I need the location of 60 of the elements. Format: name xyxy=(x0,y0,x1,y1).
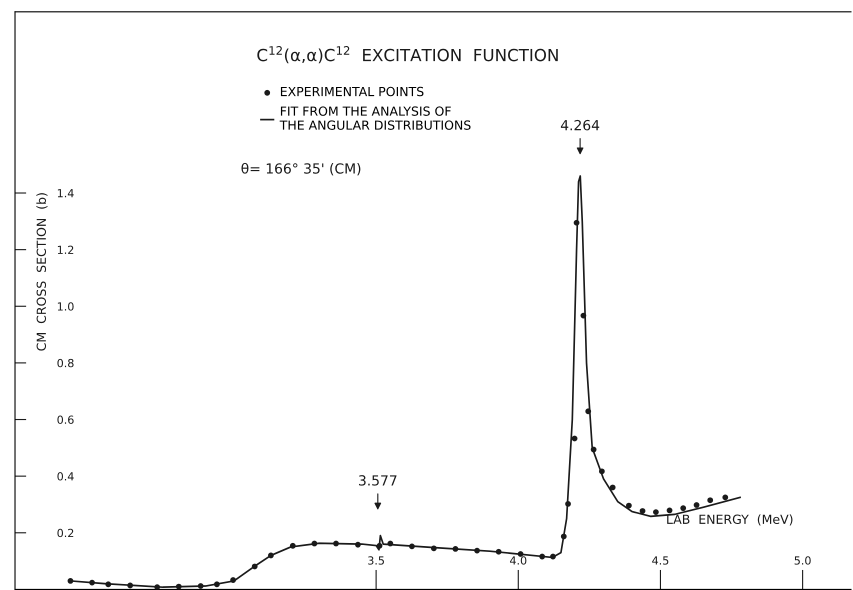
point xyxy=(722,494,728,500)
annotation: θ= 166° 35' (CM) xyxy=(241,162,360,176)
y-tick-label: 1.2 xyxy=(58,246,74,254)
point xyxy=(333,540,339,546)
point xyxy=(610,484,616,490)
point xyxy=(176,584,182,590)
point xyxy=(474,548,480,554)
point xyxy=(268,552,274,558)
y-tick-label: 0.2 xyxy=(57,528,74,538)
point xyxy=(653,509,659,516)
point xyxy=(565,501,571,507)
point xyxy=(496,548,502,555)
point xyxy=(430,545,437,552)
x-tick-label: 3.5 xyxy=(368,556,384,565)
y-tick-label: 1.4 xyxy=(58,189,74,198)
point xyxy=(560,534,567,540)
point xyxy=(707,497,714,504)
point xyxy=(666,508,672,514)
point xyxy=(312,540,318,546)
point xyxy=(127,582,134,588)
x-tick-label: 5.0 xyxy=(794,556,811,565)
annotation: 4.264 xyxy=(560,120,600,130)
point xyxy=(640,508,646,514)
point xyxy=(452,546,458,552)
annotation: 3.577 xyxy=(358,475,397,486)
y-axis-title: CM CROSS SECTION (b) xyxy=(36,193,48,351)
point xyxy=(376,542,382,549)
x-tick-label: 4.0 xyxy=(510,556,526,565)
x-axis-title: LAB ENERGY (MeV) xyxy=(667,514,792,526)
y-tick-label: 1.0 xyxy=(58,302,74,311)
point xyxy=(574,220,580,226)
point xyxy=(550,554,556,560)
point xyxy=(572,436,578,442)
point xyxy=(626,502,632,508)
point xyxy=(290,542,296,549)
point xyxy=(539,554,546,560)
point xyxy=(154,584,160,590)
point xyxy=(590,446,597,452)
y-tick-label: 0.6 xyxy=(57,416,74,424)
point xyxy=(105,581,112,588)
point xyxy=(89,580,95,586)
point xyxy=(680,505,686,512)
point xyxy=(355,542,361,548)
point xyxy=(387,540,394,546)
point xyxy=(598,468,605,474)
point xyxy=(198,583,204,589)
point xyxy=(585,408,592,414)
y-tick-label: 0.4 xyxy=(57,472,74,481)
point xyxy=(230,577,236,583)
x-tick-label: 4.5 xyxy=(652,556,668,565)
point xyxy=(580,312,586,318)
legend-label: FIT FROM THE ANALYSIS OF THE ANGULAR DISTRIBUTIONS xyxy=(280,106,471,130)
point xyxy=(68,578,74,584)
y-tick-label: 0.8 xyxy=(57,358,74,368)
text: C$^{12}$(α,α)C$^{12}$ EXCITATION FUNCTION xyxy=(257,46,558,64)
point xyxy=(694,502,700,508)
legend-label: EXPERIMENTAL POINTS xyxy=(280,86,424,96)
point xyxy=(252,564,258,570)
point xyxy=(409,543,415,550)
point xyxy=(214,581,220,588)
